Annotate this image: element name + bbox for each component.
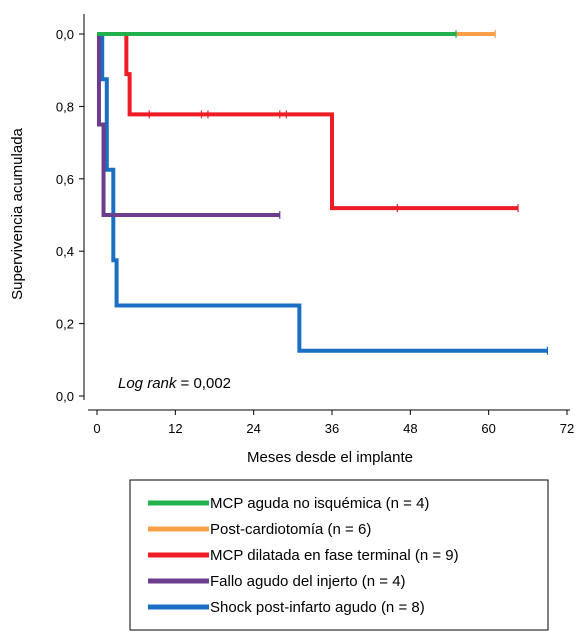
log-rank-annotation: Log rank = 0,002 [118,375,231,392]
log-rank-value: = 0,002 [176,375,231,392]
legend-item: MCP dilatada en fase terminal (n = 9) [148,547,459,564]
log-rank-label: Log rank [118,375,178,392]
series-5 [97,32,549,355]
y-axis-label: Supervivencia acumulada [9,127,26,299]
legend-label: MCP aguda no isquémica (n = 4) [210,495,429,512]
legend-item: Shock post-infarto agudo (n = 8) [148,599,425,616]
y-tick-label: 0,0 [56,389,74,404]
survival-curve [97,32,548,353]
legend-label: Shock post-infarto agudo (n = 8) [210,599,425,616]
legend-label: Fallo agudo del injerto (n = 4) [210,573,406,590]
legend-label: Post-cardiotomía (n = 6) [210,521,371,538]
legend-item: Post-cardiotomía (n = 6) [148,521,371,538]
y-tick-label: 0,2 [56,317,74,332]
x-tick-label: 48 [403,421,417,436]
x-axis-label: Meses desde el implante [247,449,413,466]
survival-curve [97,32,519,211]
chart-axes: 0,0 0,2 0,4 0,6 0,8 0,0 0 12 24 36 48 60 72 [56,14,574,436]
x-tick-label: 36 [325,421,339,436]
x-tick-label: 24 [246,421,260,436]
y-tick-label: 0,0 [56,27,74,42]
legend-item: MCP aguda no isquémica (n = 4) [148,495,429,512]
y-tick-label: 0,6 [56,172,74,187]
x-tick-label: 72 [560,421,574,436]
legend-item: Fallo agudo del injerto (n = 4) [148,573,406,590]
x-tick-label: 12 [168,421,182,436]
x-tick-label: 60 [481,421,495,436]
series-3 [97,32,519,213]
series-layer [96,30,549,355]
legend-label: MCP dilatada en fase terminal (n = 9) [210,547,459,564]
series-1 [97,30,457,38]
y-tick-label: 0,8 [56,99,74,114]
y-tick-label: 0,4 [56,244,74,259]
legend: MCP aguda no isquémica (n = 4) Post-cardi… [129,479,549,631]
x-tick-label: 0 [93,421,100,436]
